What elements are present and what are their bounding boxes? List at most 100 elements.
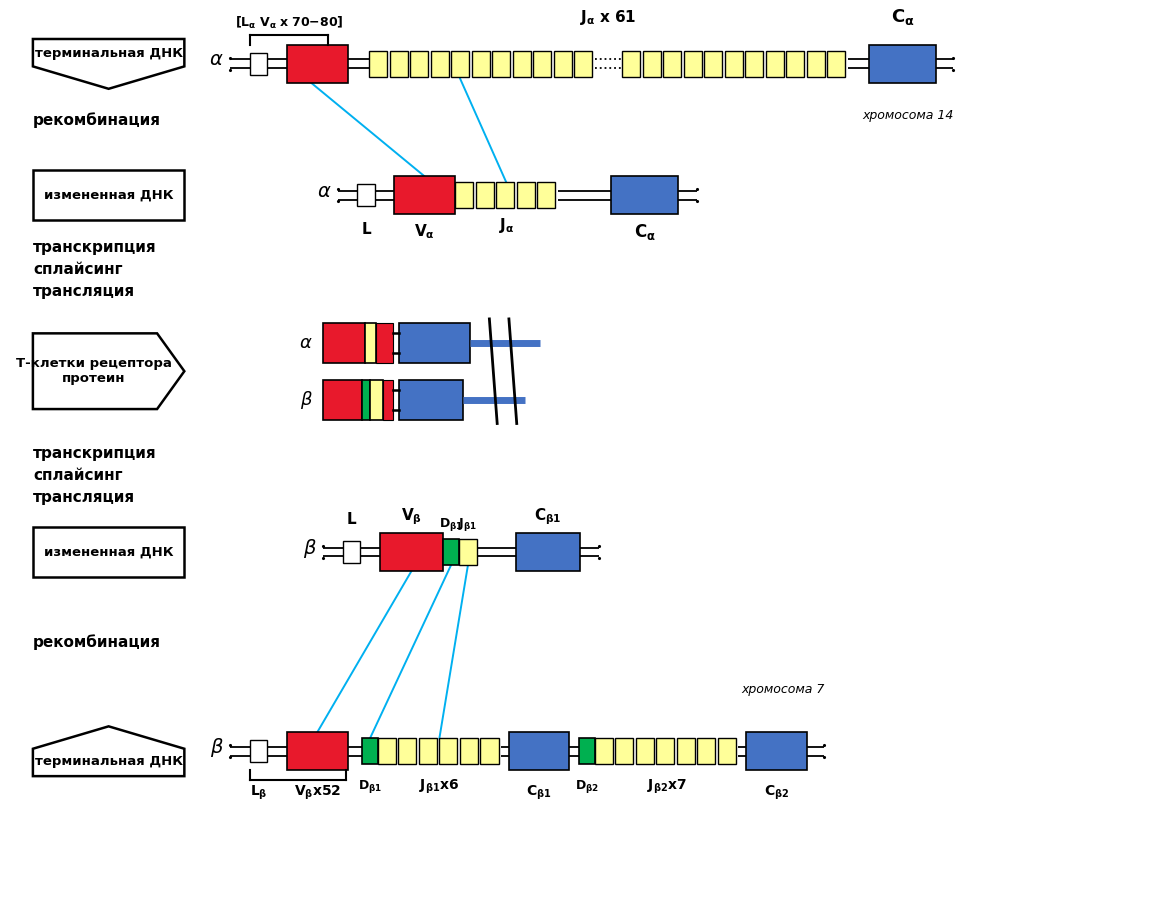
Bar	[389, 51, 408, 77]
Text: $\mathbf{V_\alpha}$: $\mathbf{V_\alpha}$	[415, 222, 435, 241]
Bar	[704, 51, 723, 77]
Bar	[452, 51, 469, 77]
Text: β: β	[302, 538, 315, 558]
Text: трансляция: трансляция	[32, 490, 135, 505]
Bar	[419, 739, 437, 764]
Bar	[870, 45, 936, 83]
Bar	[459, 539, 477, 565]
Bar	[827, 51, 845, 77]
Bar	[343, 541, 360, 563]
Bar	[615, 739, 633, 764]
Bar	[786, 51, 805, 77]
Bar	[683, 51, 702, 77]
Bar	[400, 323, 470, 363]
Bar	[32, 527, 184, 577]
Bar	[643, 51, 661, 77]
Text: терминальная ДНК: терминальная ДНК	[35, 48, 183, 60]
Text: $\mathbf{C_\alpha}$: $\mathbf{C_\alpha}$	[633, 222, 655, 242]
Bar	[460, 739, 478, 764]
Bar	[481, 739, 498, 764]
Bar	[513, 51, 530, 77]
Text: $\mathbf{D_{\beta1}}$: $\mathbf{D_{\beta1}}$	[358, 778, 382, 795]
Bar	[410, 51, 428, 77]
Text: α: α	[317, 182, 330, 201]
Text: $\mathbf{C_{\beta1}}$: $\mathbf{C_{\beta1}}$	[534, 506, 562, 527]
Text: трансляция: трансляция	[32, 283, 135, 299]
Text: $\mathbf{D_{\beta1}}$: $\mathbf{D_{\beta1}}$	[439, 516, 463, 533]
Polygon shape	[32, 39, 184, 89]
Text: $\mathbf{J_{\beta1} x6}$: $\mathbf{J_{\beta1} x6}$	[419, 778, 460, 796]
Text: $\mathbf{L_\beta}$: $\mathbf{L_\beta}$	[250, 784, 267, 802]
Text: $\mathbf{J_\alpha}$: $\mathbf{J_\alpha}$	[499, 217, 514, 235]
Bar	[746, 51, 763, 77]
Bar	[439, 739, 457, 764]
Bar	[380, 533, 444, 571]
Text: $\mathbf{J_{\beta2} x7}$: $\mathbf{J_{\beta2} x7}$	[646, 778, 687, 796]
Bar	[554, 51, 572, 77]
Bar	[537, 183, 555, 208]
Text: измененная ДНК: измененная ДНК	[44, 189, 174, 202]
Bar	[579, 739, 595, 764]
Bar	[492, 51, 511, 77]
Text: L: L	[361, 222, 371, 238]
Text: рекомбинация: рекомбинация	[32, 112, 161, 128]
Bar	[323, 323, 365, 363]
Bar	[287, 732, 347, 771]
Bar	[657, 739, 674, 764]
Bar	[395, 176, 455, 214]
Bar	[369, 51, 387, 77]
Bar	[516, 183, 535, 208]
Text: L: L	[346, 512, 357, 527]
Bar	[250, 53, 267, 75]
Bar	[765, 51, 784, 77]
Text: терминальная ДНК: терминальная ДНК	[35, 755, 183, 768]
Bar	[250, 740, 267, 762]
Text: $\mathbf{J_{\beta1}}$: $\mathbf{J_{\beta1}}$	[459, 516, 477, 533]
Text: Т-клетки рецептора
протеин: Т-клетки рецептора протеин	[15, 357, 171, 385]
Bar	[371, 379, 383, 420]
Bar	[365, 323, 376, 363]
Bar	[533, 51, 551, 77]
Bar	[398, 739, 417, 764]
Text: транскрипция: транскрипция	[32, 446, 156, 462]
Bar	[718, 739, 736, 764]
Bar	[636, 739, 654, 764]
Text: α: α	[210, 50, 222, 69]
Bar	[471, 51, 490, 77]
Text: $\mathbf{[L_\alpha\ V_\alpha\ x\ 70{-}80]}$: $\mathbf{[L_\alpha\ V_\alpha\ x\ 70{-}80…	[235, 15, 343, 31]
Text: $\mathbf{C_\alpha}$: $\mathbf{C_\alpha}$	[891, 7, 915, 27]
Bar	[807, 51, 824, 77]
Text: хромосома 14: хромосома 14	[862, 109, 953, 122]
Bar	[508, 732, 570, 771]
Text: $\mathbf{D_{\beta2}}$: $\mathbf{D_{\beta2}}$	[574, 778, 599, 795]
Bar	[376, 323, 394, 363]
Bar	[383, 379, 394, 420]
Text: сплайсинг: сплайсинг	[32, 261, 123, 277]
Text: рекомбинация: рекомбинация	[32, 633, 161, 650]
Bar	[323, 379, 361, 420]
Bar	[32, 171, 184, 220]
Text: α: α	[300, 334, 312, 352]
Bar	[400, 379, 463, 420]
Bar	[358, 185, 375, 207]
Bar	[611, 176, 677, 214]
Text: β: β	[300, 390, 312, 409]
Bar	[455, 183, 474, 208]
Bar	[287, 45, 347, 83]
Bar	[378, 739, 396, 764]
Bar	[496, 183, 514, 208]
Bar	[664, 51, 681, 77]
Bar	[362, 739, 378, 764]
Text: $\mathbf{V_\beta x52}$: $\mathbf{V_\beta x52}$	[294, 784, 340, 802]
Bar	[516, 533, 580, 571]
Bar	[431, 51, 448, 77]
Text: $\mathbf{C_{\beta2}}$: $\mathbf{C_{\beta2}}$	[764, 784, 789, 802]
Polygon shape	[32, 334, 184, 409]
Bar	[697, 739, 716, 764]
Text: измененная ДНК: измененная ДНК	[44, 546, 174, 558]
Text: $\mathbf{V_\beta}$: $\mathbf{V_\beta}$	[401, 506, 422, 527]
Bar	[444, 539, 459, 565]
Bar	[676, 739, 695, 764]
Text: хромосома 7: хромосома 7	[741, 684, 824, 696]
Text: сплайсинг: сплайсинг	[32, 468, 123, 484]
